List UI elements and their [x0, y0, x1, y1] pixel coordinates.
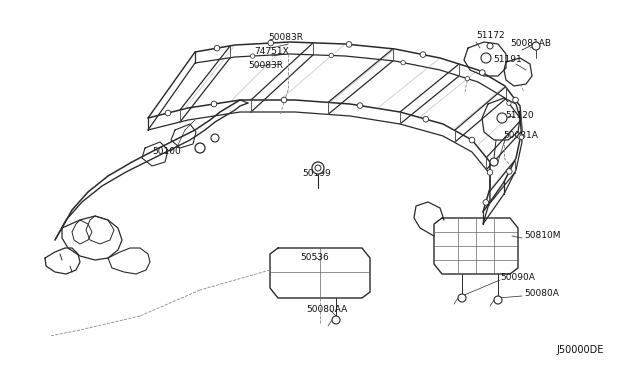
Circle shape [312, 162, 324, 174]
Circle shape [281, 97, 287, 103]
Circle shape [513, 97, 518, 103]
Circle shape [211, 134, 219, 142]
Text: 50083R: 50083R [248, 61, 283, 71]
Text: 50090A: 50090A [500, 273, 535, 282]
Circle shape [487, 170, 493, 175]
Circle shape [401, 60, 405, 65]
Circle shape [506, 169, 512, 174]
Text: 50083R: 50083R [268, 33, 303, 42]
Text: 51191: 51191 [493, 55, 522, 64]
Circle shape [346, 42, 352, 47]
Text: 51172: 51172 [476, 31, 504, 39]
Circle shape [250, 54, 255, 58]
Circle shape [357, 103, 363, 108]
Circle shape [481, 53, 491, 63]
Text: 50199: 50199 [302, 169, 331, 177]
Circle shape [315, 165, 321, 171]
Circle shape [458, 294, 466, 302]
Circle shape [520, 135, 524, 140]
Circle shape [420, 52, 426, 57]
Circle shape [479, 70, 485, 76]
Circle shape [518, 134, 524, 140]
Text: 51120: 51120 [505, 112, 534, 121]
Circle shape [332, 316, 340, 324]
Circle shape [507, 101, 511, 105]
Circle shape [211, 101, 217, 107]
Circle shape [214, 45, 220, 51]
Circle shape [494, 296, 502, 304]
Circle shape [469, 137, 475, 143]
Circle shape [465, 76, 470, 81]
Text: 50081AB: 50081AB [510, 39, 551, 48]
Text: 50081A: 50081A [503, 131, 538, 140]
Circle shape [532, 42, 540, 50]
Circle shape [423, 116, 429, 122]
Circle shape [483, 200, 488, 205]
Circle shape [490, 158, 498, 166]
Circle shape [268, 40, 273, 46]
Circle shape [497, 113, 507, 123]
Circle shape [329, 53, 333, 58]
Text: J50000DE: J50000DE [556, 345, 604, 355]
Text: 50536: 50536 [300, 253, 329, 263]
Text: 50080A: 50080A [524, 289, 559, 298]
Text: 50080AA: 50080AA [306, 305, 348, 314]
Circle shape [165, 110, 171, 116]
Text: 74751X: 74751X [254, 48, 289, 57]
Circle shape [487, 43, 493, 49]
Circle shape [195, 143, 205, 153]
Text: 50810M: 50810M [524, 231, 561, 241]
Text: 50100: 50100 [152, 148, 180, 157]
